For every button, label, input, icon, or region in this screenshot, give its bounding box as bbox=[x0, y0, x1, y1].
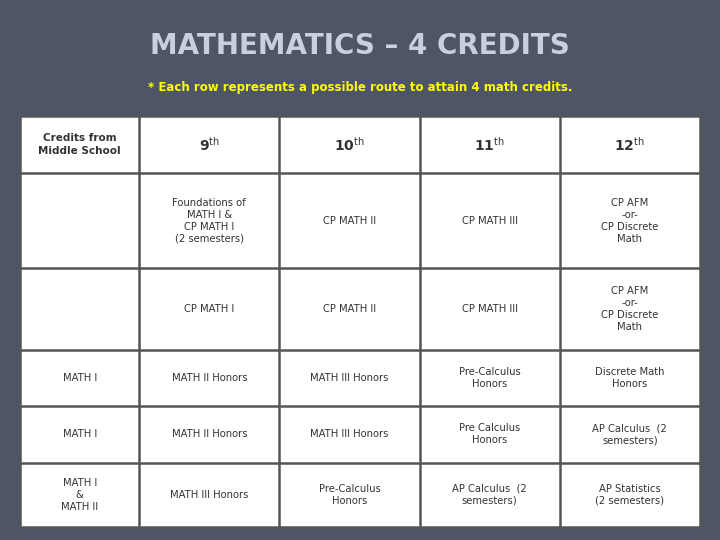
Text: MATH II Honors: MATH II Honors bbox=[171, 429, 247, 440]
Text: MATH I
&
MATH II: MATH I & MATH II bbox=[61, 477, 98, 511]
Text: Foundations of
MATH I &
CP MATH I
(2 semesters): Foundations of MATH I & CP MATH I (2 sem… bbox=[172, 198, 246, 244]
Text: $\mathbf{9}$$^{\rm th}$: $\mathbf{9}$$^{\rm th}$ bbox=[199, 136, 220, 153]
Text: Pre-Calculus
Honors: Pre-Calculus Honors bbox=[318, 483, 380, 505]
Text: CP MATH II: CP MATH II bbox=[323, 215, 376, 226]
Text: Discrete Math
Honors: Discrete Math Honors bbox=[595, 367, 665, 389]
Text: AP Statistics
(2 semesters): AP Statistics (2 semesters) bbox=[595, 483, 665, 505]
Text: Credits from
Middle School: Credits from Middle School bbox=[38, 133, 121, 156]
Text: MATH III Honors: MATH III Honors bbox=[310, 373, 389, 383]
Text: CP AFM
-or-
CP Discrete
Math: CP AFM -or- CP Discrete Math bbox=[601, 286, 659, 332]
Text: MATHEMATICS – 4 CREDITS: MATHEMATICS – 4 CREDITS bbox=[150, 32, 570, 60]
Text: * Each row represents a possible route to attain 4 math credits.: * Each row represents a possible route t… bbox=[148, 81, 572, 94]
Text: MATH III Honors: MATH III Honors bbox=[310, 429, 389, 440]
Text: $\mathbf{12}$$^{\rm th}$: $\mathbf{12}$$^{\rm th}$ bbox=[614, 136, 645, 153]
Text: Pre Calculus
Honors: Pre Calculus Honors bbox=[459, 423, 521, 446]
Text: MATH I: MATH I bbox=[63, 373, 96, 383]
Text: CP MATH I: CP MATH I bbox=[184, 304, 235, 314]
Text: AP Calculus  (2
semesters): AP Calculus (2 semesters) bbox=[593, 423, 667, 446]
Text: AP Calculus  (2
semesters): AP Calculus (2 semesters) bbox=[452, 483, 527, 505]
Text: $\mathbf{11}$$^{\rm th}$: $\mathbf{11}$$^{\rm th}$ bbox=[474, 136, 505, 153]
Bar bbox=[20, 116, 700, 526]
Text: $\mathbf{10}$$^{\rm th}$: $\mathbf{10}$$^{\rm th}$ bbox=[334, 136, 365, 153]
Text: CP MATH II: CP MATH II bbox=[323, 304, 376, 314]
Text: MATH II Honors: MATH II Honors bbox=[171, 373, 247, 383]
Text: CP MATH III: CP MATH III bbox=[462, 304, 518, 314]
Text: Pre-Calculus
Honors: Pre-Calculus Honors bbox=[459, 367, 521, 389]
Text: MATH III Honors: MATH III Honors bbox=[170, 490, 248, 500]
Text: CP MATH III: CP MATH III bbox=[462, 215, 518, 226]
Text: CP AFM
-or-
CP Discrete
Math: CP AFM -or- CP Discrete Math bbox=[601, 198, 659, 244]
Text: MATH I: MATH I bbox=[63, 429, 96, 440]
